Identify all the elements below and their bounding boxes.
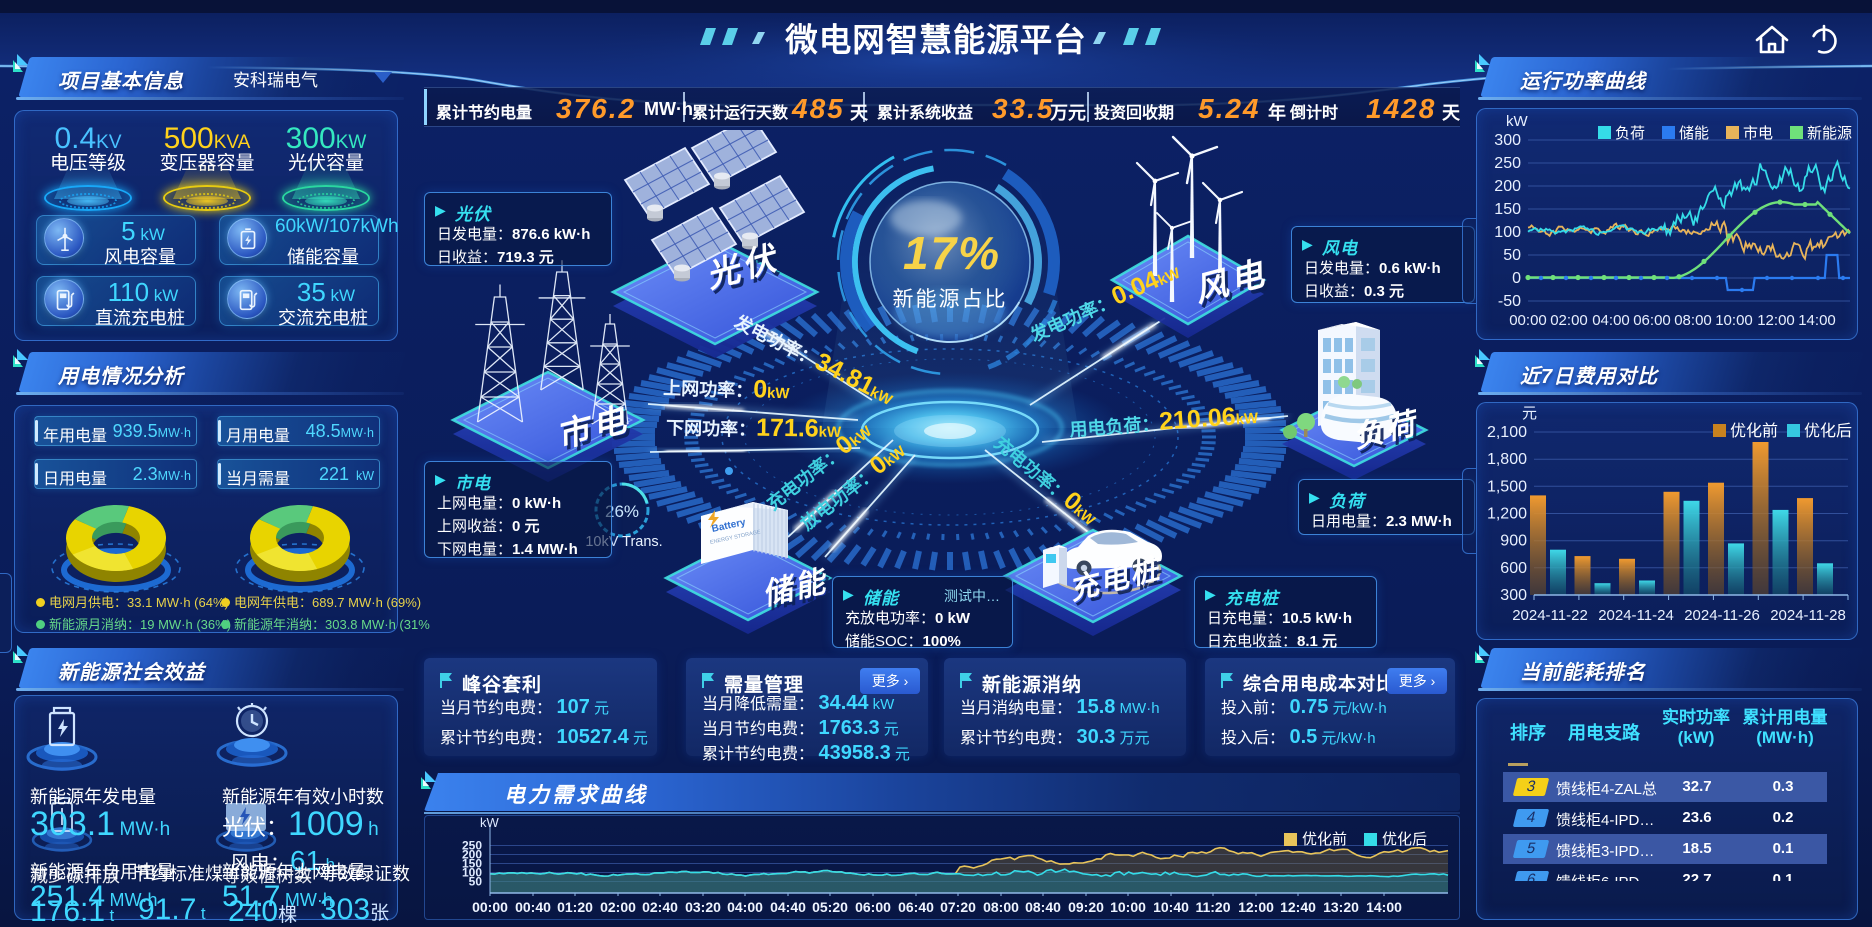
svg-text:300: 300 <box>1494 132 1521 149</box>
svg-text:00:00: 00:00 <box>472 899 508 915</box>
svg-text:05:20: 05:20 <box>812 899 848 915</box>
svg-text:10:00: 10:00 <box>1110 899 1146 915</box>
svg-text:2024-11-26: 2024-11-26 <box>1684 607 1760 624</box>
svg-text:250: 250 <box>1494 155 1521 172</box>
svg-text:02:00: 02:00 <box>1550 312 1588 329</box>
svg-text:03:20: 03:20 <box>685 899 721 915</box>
svg-text:02:40: 02:40 <box>642 899 678 915</box>
svg-text:26%: 26% <box>605 502 639 521</box>
svg-text:100: 100 <box>462 866 482 880</box>
svg-text:优化后: 优化后 <box>1382 831 1427 848</box>
svg-text:1,500: 1,500 <box>1487 478 1527 495</box>
svg-text:13:20: 13:20 <box>1323 899 1359 915</box>
svg-text:12:40: 12:40 <box>1280 899 1316 915</box>
svg-text:200: 200 <box>462 848 482 862</box>
svg-text:10:40: 10:40 <box>1153 899 1189 915</box>
svg-text:09:20: 09:20 <box>1068 899 1104 915</box>
svg-text:50: 50 <box>1503 247 1521 264</box>
svg-text:600: 600 <box>1500 560 1527 577</box>
svg-text:1,800: 1,800 <box>1487 451 1527 468</box>
svg-text:下网功率：171.6kW: 下网功率：171.6kW <box>666 412 842 443</box>
svg-text:kW: kW <box>480 815 500 830</box>
svg-text:01:20: 01:20 <box>557 899 593 915</box>
svg-text:微电网智慧能源平台: 微电网智慧能源平台 <box>784 22 1087 58</box>
svg-text:新能源占比: 新能源占比 <box>893 288 1008 311</box>
svg-text:12:00: 12:00 <box>1757 312 1795 329</box>
svg-text:市电: 市电 <box>1743 125 1773 142</box>
svg-text:14:00: 14:00 <box>1798 312 1836 329</box>
svg-text:08:40: 08:40 <box>1025 899 1061 915</box>
svg-text:10:00: 10:00 <box>1715 312 1753 329</box>
svg-text:元: 元 <box>1522 405 1537 422</box>
svg-text:06:40: 06:40 <box>898 899 934 915</box>
svg-text:50: 50 <box>469 875 483 889</box>
svg-text:优化前: 优化前 <box>1302 831 1347 848</box>
svg-text:-50: -50 <box>1498 293 1521 310</box>
svg-text:08:00: 08:00 <box>983 899 1019 915</box>
svg-text:04:00: 04:00 <box>1592 312 1630 329</box>
svg-text:2024-11-22: 2024-11-22 <box>1512 607 1588 624</box>
svg-text:00:00: 00:00 <box>1509 312 1547 329</box>
svg-text:优化前: 优化前 <box>1730 422 1778 440</box>
svg-text:11:20: 11:20 <box>1195 899 1230 915</box>
svg-text:04:40: 04:40 <box>770 899 806 915</box>
svg-text:14:00: 14:00 <box>1366 899 1402 915</box>
svg-text:0: 0 <box>1512 270 1521 287</box>
svg-text:优化后: 优化后 <box>1804 422 1852 440</box>
svg-text:02:00: 02:00 <box>600 899 636 915</box>
svg-text:250: 250 <box>462 839 482 853</box>
svg-text:150: 150 <box>462 857 482 871</box>
svg-text:07:20: 07:20 <box>940 899 976 915</box>
svg-text:300: 300 <box>1500 587 1527 604</box>
svg-text:2024-11-24: 2024-11-24 <box>1598 607 1674 624</box>
svg-text:04:00: 04:00 <box>727 899 763 915</box>
svg-text:储能: 储能 <box>1679 125 1709 142</box>
svg-text:900: 900 <box>1500 533 1527 550</box>
svg-text:06:00: 06:00 <box>1633 312 1671 329</box>
svg-text:06:00: 06:00 <box>855 899 891 915</box>
svg-text:2,100: 2,100 <box>1487 424 1527 441</box>
svg-text:100: 100 <box>1494 224 1521 241</box>
svg-text:12:00: 12:00 <box>1238 899 1274 915</box>
svg-text:08:00: 08:00 <box>1674 312 1712 329</box>
svg-text:2024-11-28: 2024-11-28 <box>1770 607 1846 624</box>
svg-text:200: 200 <box>1494 178 1521 195</box>
svg-text:150: 150 <box>1494 201 1521 218</box>
svg-text:17%: 17% <box>903 227 1001 279</box>
svg-text:kW: kW <box>1506 113 1529 130</box>
svg-text:1,200: 1,200 <box>1487 506 1527 523</box>
svg-text:新能源: 新能源 <box>1807 125 1852 142</box>
svg-text:00:40: 00:40 <box>515 899 551 915</box>
svg-text:负荷: 负荷 <box>1615 125 1645 142</box>
